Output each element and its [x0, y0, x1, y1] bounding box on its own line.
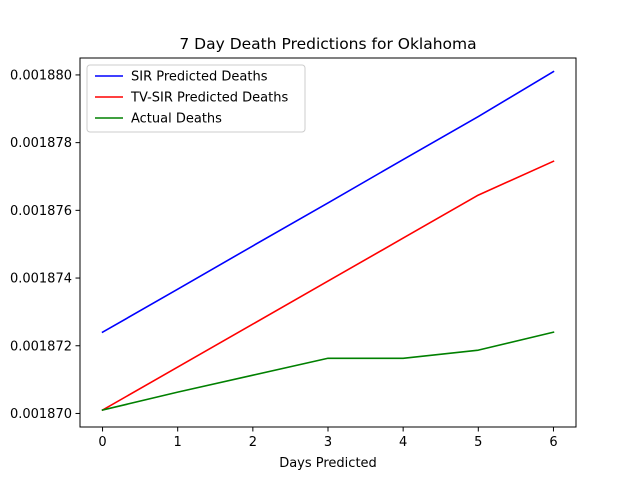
- x-axis: 0 1 2 3 4 5 6: [98, 427, 558, 450]
- x-tick-label: 4: [399, 435, 407, 450]
- y-tick-label: 0.001874: [10, 272, 72, 287]
- y-tick-label: 0.001880: [10, 68, 72, 83]
- series-layer: [101, 70, 555, 412]
- series-line-1: [101, 70, 555, 334]
- chart-title: 7 Day Death Predictions for Oklahoma: [179, 35, 476, 53]
- x-tick-label: 1: [174, 435, 182, 450]
- legend-label: TV-SIR Predicted Deaths: [130, 91, 288, 106]
- x-tick-label: 3: [324, 435, 332, 450]
- x-tick-label: 5: [474, 435, 482, 450]
- legend-box: [86, 64, 306, 133]
- legend-label: Actual Deaths: [131, 112, 222, 127]
- x-tick-label: 6: [549, 435, 557, 450]
- series-line-3: [101, 331, 555, 412]
- y-axis: 0.001870 0.001872 0.001874 0.001876 0.001878…: [10, 68, 80, 422]
- legend-label: SIR Predicted Deaths: [131, 70, 268, 85]
- series-line-2: [101, 160, 555, 412]
- y-tick-label: 0.001876: [10, 204, 72, 219]
- y-tick-label: 0.001870: [10, 407, 72, 422]
- x-tick-label: 0: [98, 435, 106, 450]
- legend: SIR Predicted Deaths TV-SIR Predicted Dea…: [86, 64, 306, 133]
- y-tick-label: 0.001872: [10, 339, 72, 354]
- x-tick-label: 2: [249, 435, 257, 450]
- y-tick-label: 0.001878: [10, 136, 72, 151]
- x-axis-label: Days Predicted: [279, 456, 377, 471]
